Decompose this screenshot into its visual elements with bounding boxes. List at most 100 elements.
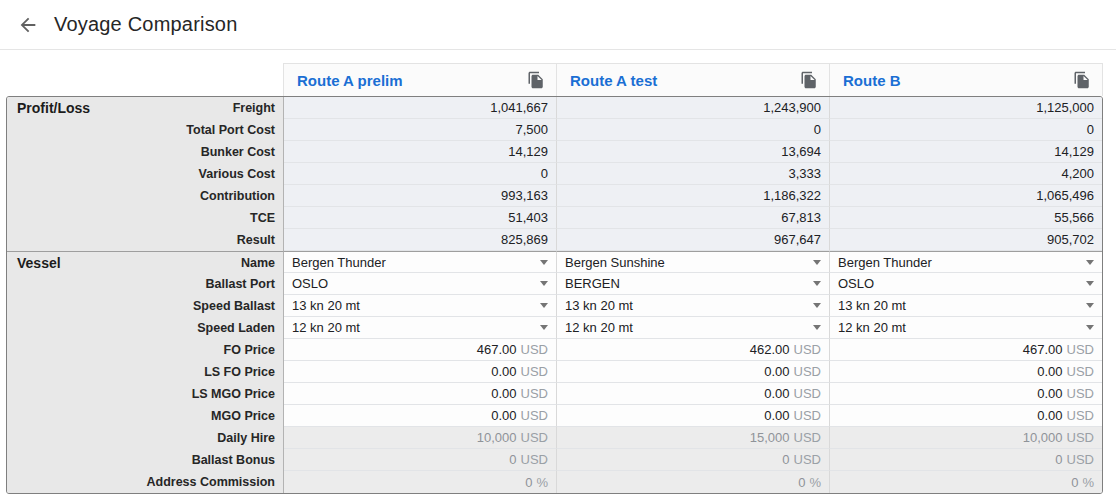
output-value: 1,243,900 [763,100,821,115]
table-row: Total Port Cost7,50000 [7,119,1102,141]
column-header-link[interactable]: Route A prelim [297,72,403,89]
price-input-cell[interactable]: 0.00USD [557,405,830,427]
input-value: 0.00 [764,408,789,423]
price-input-cell[interactable]: 467.00USD [830,339,1102,361]
unit-label: USD [1067,452,1094,467]
row-label-cell: TCE [7,207,284,229]
result-value-cell: 51,403 [284,207,557,229]
row-label-cell: Speed Ballast [7,295,284,317]
readonly-value-cell: 10,000USD [284,427,557,449]
row-label: Result [237,233,275,247]
output-value: 1,041,667 [490,100,548,115]
input-value: 0.00 [491,408,516,423]
unit-label: USD [521,342,548,357]
readonly-value-cell: 0USD [830,449,1102,471]
vessel-select-cell[interactable]: Bergen Thunder [830,251,1102,273]
unit-label: USD [794,452,821,467]
vessel-select-cell[interactable]: BERGEN [557,273,830,295]
output-value: 51,403 [508,210,548,225]
table-row: FO Price467.00USD462.00USD467.00USD [7,339,1102,361]
vessel-select-cell[interactable]: OSLO [284,273,557,295]
vessel-select-cell[interactable]: 12 kn 20 mt [830,317,1102,339]
select-value: 12 kn 20 mt [292,320,360,335]
vessel-select-cell[interactable]: 12 kn 20 mt [284,317,557,339]
price-input-cell[interactable]: 0.00USD [830,361,1102,383]
back-button[interactable] [16,13,40,37]
row-label: Ballast Bonus [192,453,275,467]
select-value: 13 kn 20 mt [292,298,360,313]
result-value-cell: 1,041,667 [284,97,557,119]
readonly-value-cell: 0% [830,471,1102,493]
row-label: Ballast Port [206,277,275,291]
price-input-cell[interactable]: 467.00 USD [284,339,557,361]
price-input-cell[interactable]: 0.00USD [830,383,1102,405]
readonly-value: 0 [782,452,789,467]
vessel-select-cell[interactable]: 12 kn 20 mt [557,317,830,339]
vessel-select-cell[interactable]: 13 kn 20 mt [830,295,1102,317]
readonly-value-cell: 0% [557,471,830,493]
vessel-select-cell[interactable]: 13 kn 20 mt [557,295,830,317]
table-row: Contribution993,1631,186,3221,065,496 [7,185,1102,207]
price-input-cell[interactable]: 0.00USD [557,361,830,383]
input-value: 0.00 [491,386,516,401]
input-value: 467.00 [477,342,517,357]
vessel-select-cell[interactable]: OSLO [830,273,1102,295]
output-value: 3,333 [788,166,821,181]
section-title: Vessel [17,255,61,271]
result-value-cell: 993,163 [284,185,557,207]
comparison-header-row: Route A prelim Route A test Route B [6,63,1103,96]
output-value: 0 [541,166,548,181]
price-input-cell[interactable]: 0.00USD [284,405,557,427]
output-value: 1,186,322 [763,188,821,203]
input-value: 0.00 [1037,386,1062,401]
unit-label: USD [794,342,821,357]
header-spacer [6,63,283,96]
output-value: 967,647 [774,232,821,247]
price-input-cell[interactable]: 0.00USD [557,383,830,405]
unit-label: USD [794,364,821,379]
copy-icon[interactable] [526,70,546,90]
row-label-cell: LS MGO Price [7,383,284,405]
vessel-select-cell[interactable]: Bergen Thunder [284,251,557,273]
table-row: VesselNameBergen ThunderBergen SunshineB… [7,251,1102,273]
unit-label: USD [1067,408,1094,423]
table-row: TCE 51,403 67,813 55,566 [7,207,1102,229]
result-value-cell: 55,566 [830,207,1102,229]
select-value: Bergen Thunder [838,255,932,270]
input-value: 0.00 [491,364,516,379]
result-value-cell: 13,694 [557,141,830,163]
output-value: 4,200 [1061,166,1094,181]
vessel-select-cell[interactable]: Bergen Sunshine [557,251,830,273]
result-value-cell: 14,129 [284,141,557,163]
copy-icon[interactable] [799,70,819,90]
row-label: Freight [233,101,275,115]
column-header-link[interactable]: Route B [843,72,901,89]
table-row: Result825,869967,647905,702 [7,229,1102,251]
output-value: 825,869 [501,232,548,247]
result-value-cell: 67,813 [557,207,830,229]
price-input-cell[interactable]: 462.00USD [557,339,830,361]
unit-label: USD [521,430,548,445]
input-value: 467.00 [1023,342,1063,357]
column-header-link[interactable]: Route A test [570,72,657,89]
vessel-select-cell[interactable]: 13 kn 20 mt [284,295,557,317]
select-value: 12 kn 20 mt [838,320,906,335]
row-label-cell: Daily Hire [7,427,284,449]
row-label: Speed Ballast [193,299,275,313]
top-bar: Voyage Comparison [0,0,1116,50]
price-input-cell[interactable]: 0.00USD [284,361,557,383]
row-label: LS MGO Price [192,387,275,401]
readonly-value-cell: 15,000USD [557,427,830,449]
column-header: Route A prelim [283,63,556,96]
copy-icon[interactable] [1072,70,1092,90]
row-label-cell: Bunker Cost [7,141,284,163]
price-input-cell[interactable]: 0.00USD [830,405,1102,427]
chevron-down-icon [1086,325,1094,330]
chevron-down-icon [813,303,821,308]
chevron-down-icon [813,260,821,265]
unit-label: USD [794,430,821,445]
unit-label: USD [1067,430,1094,445]
output-value: 67,813 [781,210,821,225]
row-label: Total Port Cost [186,123,275,137]
price-input-cell[interactable]: 0.00USD [284,383,557,405]
